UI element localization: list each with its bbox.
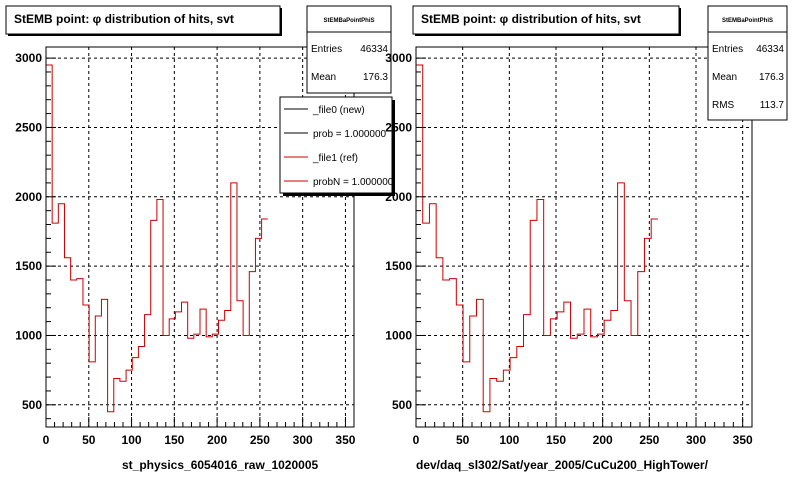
- left-x-tick-label: 50: [82, 433, 96, 447]
- left-x-tick-label: 100: [122, 433, 142, 447]
- left-stats-label: Entries: [311, 44, 342, 55]
- right-x-tick-label: 100: [499, 433, 519, 447]
- left-x-tick-label: 200: [207, 433, 227, 447]
- right-x-tick-label: 50: [456, 433, 470, 447]
- right-y-tick-label: 1500: [385, 259, 412, 273]
- left-stats-value: 46334: [360, 44, 388, 55]
- right-x-axis-label: dev/daq_sl302/Sat/year_2005/CuCu200_High…: [416, 458, 708, 472]
- legend-box: [279, 96, 393, 194]
- right-title-box: [412, 5, 680, 35]
- left-y-tick-label: 1500: [15, 259, 42, 273]
- left-stats-value: 176.3: [363, 72, 388, 83]
- left-stats-box: [306, 5, 392, 94]
- right-y-tick-label: 1000: [385, 328, 412, 342]
- right-plot-frame: [415, 46, 753, 428]
- left-y-tick-label: 3000: [15, 51, 42, 65]
- right-stats-label: Mean: [712, 72, 737, 83]
- right-chart-title: StEMB point: φ distribution of hits, svt: [421, 12, 641, 26]
- left-y-tick-label: 500: [22, 398, 42, 412]
- left-title-box: [5, 5, 281, 35]
- right-stats-value: 113.7: [760, 100, 785, 111]
- right-stats-name: StEMBaPointPhiS: [722, 18, 773, 24]
- left-x-tick-label: 350: [335, 433, 355, 447]
- left-x-tick-label: 300: [293, 433, 313, 447]
- right-stats-label: Entries: [712, 44, 743, 55]
- right-x-tick-label: 200: [593, 433, 613, 447]
- right-stats-value: 176.3: [759, 72, 784, 83]
- right-x-tick-label: 300: [686, 433, 706, 447]
- left-y-tick-label: 2500: [15, 120, 42, 134]
- left-x-axis-label: st_physics_6054016_raw_1020005: [122, 458, 319, 472]
- left-y-tick-label: 2000: [15, 190, 42, 204]
- right-chart: 0 50 100 150 200 250 300 350 500 1000 1500 2000 2500…: [385, 5, 788, 447]
- right-x-tick-label: 350: [733, 433, 753, 447]
- left-chart: 0 50 100 150 200 250 300 350 500 1000 1500 2000 2500…: [5, 5, 395, 447]
- right-y-tick-label: 2000: [385, 190, 412, 204]
- legend-entry-label: probN = 1.000000: [313, 177, 394, 188]
- legend-entry-label: _file1 (ref): [312, 153, 358, 164]
- right-x-tick-label: 150: [546, 433, 566, 447]
- right-histogram-line: [416, 64, 658, 413]
- legend-entry-label: _file0 (new): [312, 105, 365, 116]
- left-x-tick-label: 250: [250, 433, 270, 447]
- left-chart-title: StEMB point: φ distribution of hits, svt: [14, 12, 234, 26]
- left-x-tick-label: 150: [164, 433, 184, 447]
- right-y-tick-label: 500: [392, 398, 412, 412]
- right-y-tick-label: 2500: [385, 120, 412, 134]
- left-stats-name: StEMBaPointPhiS: [323, 18, 374, 24]
- right-x-tick-label: 250: [639, 433, 659, 447]
- right-x-tick-label: 0: [413, 433, 420, 447]
- right-stats-value: 46334: [756, 44, 784, 55]
- right-stats-label: RMS: [712, 100, 735, 111]
- legend-entry-label: prob = 1.000000: [313, 129, 387, 140]
- right-y-tick-label: 3000: [385, 51, 412, 65]
- left-y-tick-label: 1000: [15, 328, 42, 342]
- left-histogram-line: [46, 64, 268, 413]
- left-stats-label: Mean: [311, 72, 336, 83]
- right-stats-box: [707, 5, 788, 121]
- left-x-tick-label: 0: [43, 433, 50, 447]
